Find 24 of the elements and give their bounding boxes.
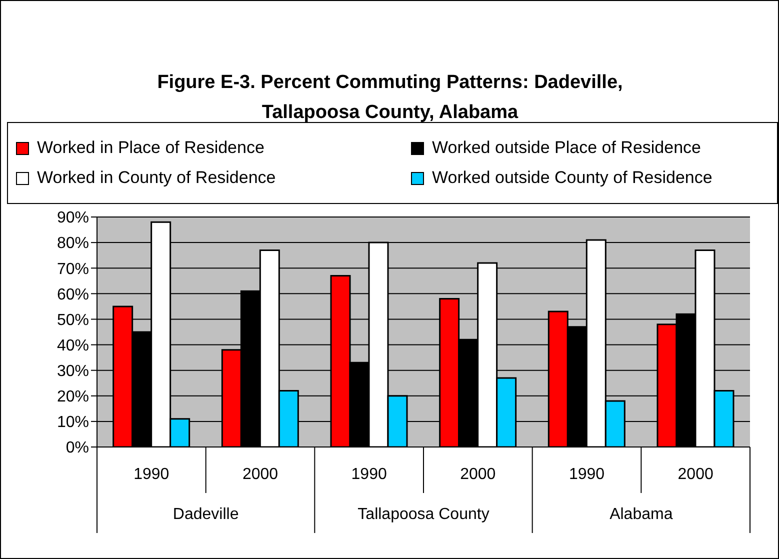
y-tick-label: 90% <box>56 210 89 227</box>
y-tick-label: 80% <box>56 235 89 252</box>
legend-label: Worked in Place of Residence <box>37 138 264 158</box>
legend-label: Worked outside County of Residence <box>432 168 712 188</box>
legend-label: Worked in County of Residence <box>37 168 276 188</box>
y-tick-label: 40% <box>56 337 89 354</box>
y-tick-label: 50% <box>56 312 89 329</box>
x-tick-label: 2000 <box>678 466 714 483</box>
text: Alabama <box>610 506 673 523</box>
text: Tallapoosa County <box>358 506 490 523</box>
text: Dadeville <box>172 506 239 523</box>
x-tick-label: 1990 <box>134 466 170 483</box>
y-tick-label: 30% <box>56 363 89 380</box>
x-tick-label: 2000 <box>242 466 278 483</box>
x-tick-label: 2000 <box>460 466 496 483</box>
y-tick-label: 20% <box>56 388 89 406</box>
y-tick-label: 60% <box>56 286 89 304</box>
y-tick-label: 0% <box>66 440 89 457</box>
y-tick-label: 10% <box>56 414 89 432</box>
y-tick-label: 70% <box>56 260 89 278</box>
chart-title: Figure E-3. Percent Commuting Patterns: Dadeville, Tallapoosa County, Alabama <box>156 71 624 125</box>
x-tick-label: 1990 <box>351 466 387 483</box>
x-tick-label: 1990 <box>568 466 605 483</box>
legend-label: Worked outside Place of Residence <box>432 138 702 158</box>
